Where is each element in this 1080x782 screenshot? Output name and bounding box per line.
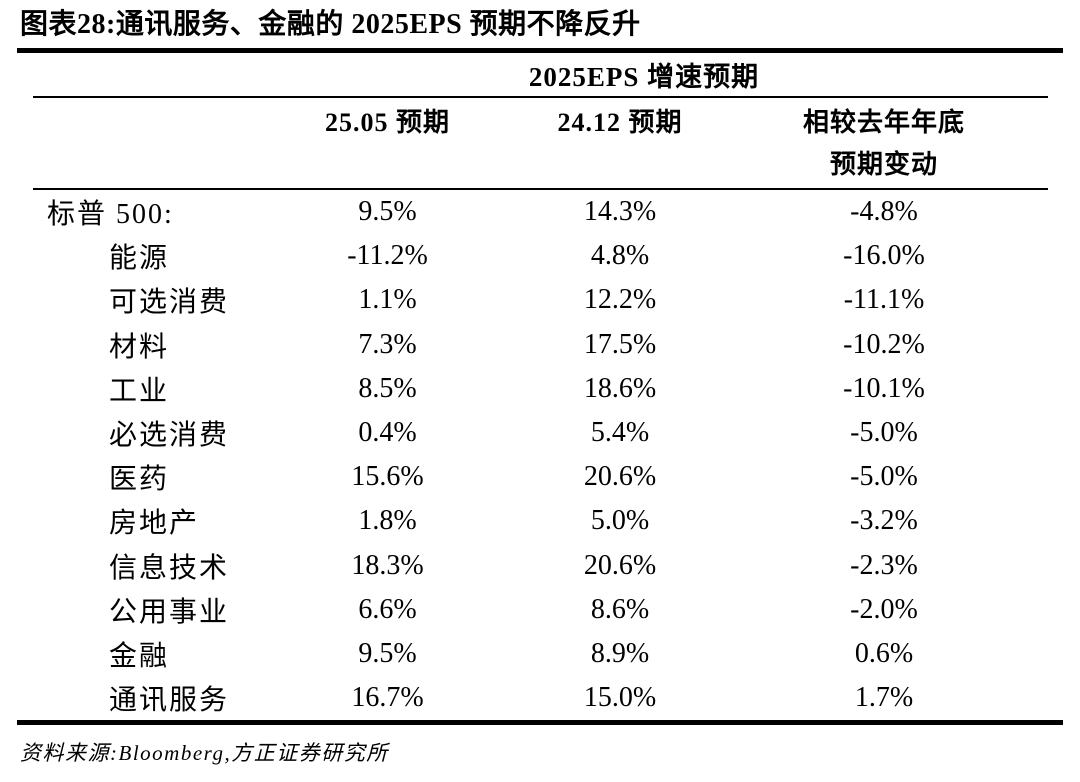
table-column-header-row: 25.05 预期 24.12 预期 相较去年年底 预期变动 bbox=[17, 98, 1063, 188]
cell-forecast-2412: 8.6% bbox=[590, 593, 650, 625]
cell-forecast-2505: 16.7% bbox=[351, 682, 424, 714]
cell-forecast-change: -10.1% bbox=[843, 372, 925, 404]
cell-forecast-2412: 5.0% bbox=[590, 505, 650, 537]
cell-forecast-change: -2.3% bbox=[850, 549, 918, 581]
table-bottom-rule bbox=[17, 720, 1063, 726]
table-row: 信息技术 18.3% 20.6% -2.3% bbox=[17, 544, 1063, 588]
cell-forecast-change: -11.1% bbox=[843, 284, 925, 316]
table-row: 材料 7.3% 17.5% -10.2% bbox=[17, 323, 1063, 367]
cell-forecast-2505: 15.6% bbox=[351, 461, 424, 493]
cell-forecast-2505: 1.1% bbox=[358, 284, 417, 316]
table-row: 医药 15.6% 20.6% -5.0% bbox=[17, 455, 1063, 499]
cell-forecast-2505: 8.5% bbox=[358, 372, 417, 404]
table-group-header-row: 2025EPS 增速预期 bbox=[17, 53, 1063, 96]
row-label: 标普 500: bbox=[47, 199, 174, 231]
cell-forecast-2505: 9.5% bbox=[358, 637, 417, 669]
cell-forecast-change: 1.7% bbox=[854, 682, 914, 714]
cell-forecast-2505: 18.3% bbox=[351, 549, 424, 581]
table-row: 必选消费 0.4% 5.4% -5.0% bbox=[17, 411, 1063, 455]
table-row: 能源 -11.2% 4.8% -16.0% bbox=[17, 234, 1063, 278]
cell-forecast-2412: 17.5% bbox=[583, 328, 657, 360]
cell-forecast-2412: 4.8% bbox=[590, 240, 650, 272]
column-header-change-line2: 预期变动 bbox=[829, 150, 938, 179]
cell-forecast-2505: 0.4% bbox=[358, 417, 417, 449]
cell-forecast-change: -5.0% bbox=[850, 461, 918, 493]
column-header-2505: 25.05 预期 bbox=[324, 108, 450, 137]
figure-title: 图表28:通讯服务、金融的 2025EPS 预期不降反升 bbox=[20, 9, 641, 40]
row-label: 必选消费 bbox=[109, 420, 230, 452]
cell-forecast-2505: 9.5% bbox=[358, 196, 417, 228]
table-row: 工业 8.5% 18.6% -10.1% bbox=[17, 367, 1063, 411]
row-label: 金融 bbox=[109, 640, 170, 672]
row-label: 医药 bbox=[109, 464, 170, 496]
eps-table: 2025EPS 增速预期 25.05 预期 24.12 预期 相较去年年底 预期… bbox=[17, 53, 1063, 726]
table-row: 通讯服务 16.7% 15.0% 1.7% bbox=[17, 676, 1063, 720]
cell-forecast-change: -10.2% bbox=[843, 328, 925, 360]
table-row: 公用事业 6.6% 8.6% -2.0% bbox=[17, 588, 1063, 632]
cell-forecast-2412: 18.6% bbox=[583, 372, 657, 404]
row-label: 工业 bbox=[109, 375, 170, 407]
cell-forecast-change: -3.2% bbox=[850, 505, 918, 537]
cell-forecast-2412: 5.4% bbox=[590, 417, 650, 449]
cell-forecast-change: -2.0% bbox=[850, 593, 918, 625]
table-row: 房地产 1.8% 5.0% -3.2% bbox=[17, 499, 1063, 543]
column-header-2412: 24.12 预期 bbox=[557, 108, 683, 137]
table-row: 可选消费 1.1% 12.2% -11.1% bbox=[17, 278, 1063, 322]
table-row: 金融 9.5% 8.9% 0.6% bbox=[17, 632, 1063, 676]
row-label: 材料 bbox=[109, 331, 170, 363]
column-header-rule bbox=[33, 188, 1048, 190]
cell-forecast-change: 0.6% bbox=[854, 637, 914, 669]
cell-forecast-2505: -11.2% bbox=[347, 240, 428, 272]
row-label: 信息技术 bbox=[109, 552, 230, 584]
table-row: 标普 500: 9.5% 14.3% -4.8% bbox=[17, 190, 1063, 234]
figure-title-block: 图表28:通讯服务、金融的 2025EPS 预期不降反升 bbox=[17, 0, 1063, 53]
cell-forecast-change: -4.8% bbox=[850, 196, 918, 228]
row-label: 房地产 bbox=[109, 508, 200, 540]
cell-forecast-2412: 12.2% bbox=[583, 284, 657, 316]
source-note: 资料来源:Bloomberg,方正证券研究所 bbox=[20, 741, 389, 766]
cell-forecast-2505: 7.3% bbox=[358, 328, 417, 360]
cell-forecast-2412: 20.6% bbox=[583, 461, 657, 493]
cell-forecast-change: -5.0% bbox=[850, 417, 918, 449]
label-column-spacer bbox=[17, 102, 270, 186]
row-label: 能源 bbox=[109, 243, 170, 275]
row-label: 可选消费 bbox=[109, 287, 230, 319]
column-header-change-line1: 相较去年年底 bbox=[802, 108, 965, 137]
group-header-rule bbox=[33, 96, 1048, 98]
cell-forecast-2412: 20.6% bbox=[583, 549, 657, 581]
cell-forecast-2505: 1.8% bbox=[358, 505, 417, 537]
cell-forecast-2412: 14.3% bbox=[583, 196, 657, 228]
table-group-header: 2025EPS 增速预期 bbox=[528, 62, 760, 92]
row-label: 公用事业 bbox=[109, 596, 230, 628]
table-body: 标普 500: 9.5% 14.3% -4.8% 能源 -11.2% 4.8% … bbox=[17, 190, 1063, 720]
cell-forecast-2412: 8.9% bbox=[590, 637, 650, 669]
row-label: 通讯服务 bbox=[109, 685, 230, 717]
cell-forecast-2412: 15.0% bbox=[583, 682, 657, 714]
cell-forecast-2505: 6.6% bbox=[358, 593, 417, 625]
cell-forecast-change: -16.0% bbox=[843, 240, 925, 272]
column-header-change: 相较去年年底 预期变动 bbox=[735, 102, 1063, 186]
